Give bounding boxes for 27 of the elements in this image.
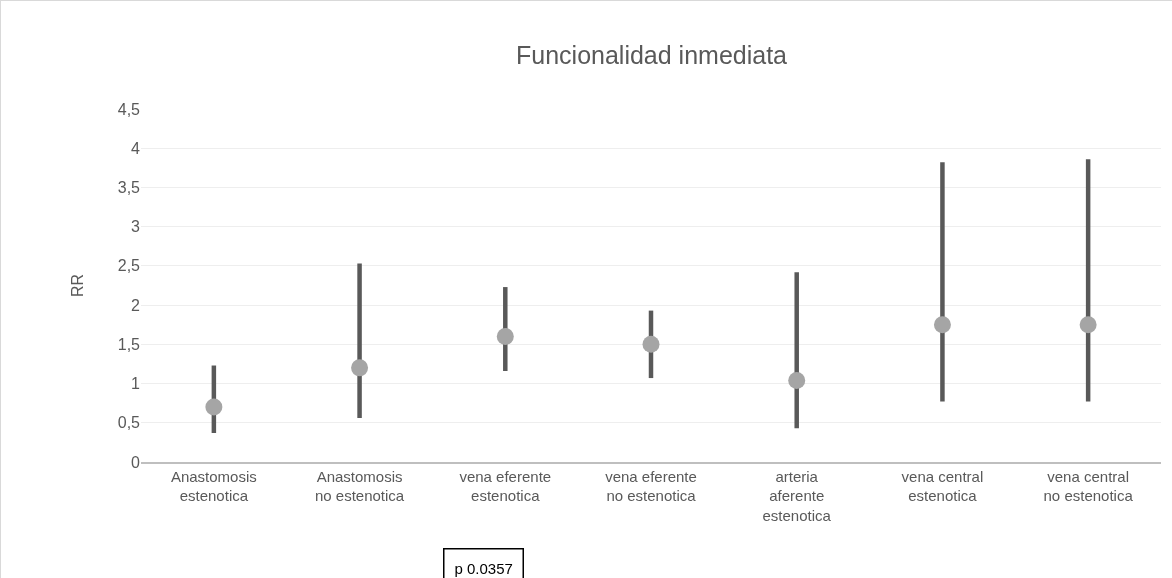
point	[642, 335, 660, 353]
chart-title: Funcionalidad inmediata	[516, 41, 788, 69]
point	[496, 327, 514, 345]
point	[351, 359, 369, 377]
y-tick-label: 4,5	[117, 100, 141, 118]
point	[205, 398, 223, 416]
text: p 0.0357	[454, 559, 513, 577]
y-tick-label: 2	[131, 296, 141, 314]
x-tick-label: vena eferente no estenotica	[605, 467, 697, 505]
point	[1079, 316, 1097, 334]
x-tick-label: arteria aferente estenotica	[762, 467, 832, 524]
x-tick-label: vena central no estenotica	[1043, 467, 1134, 505]
point	[788, 371, 806, 389]
y-tick-label: 0	[131, 453, 141, 471]
y-tick-label: 3,5	[117, 179, 141, 197]
y-tick-label: 2,5	[117, 257, 141, 275]
point	[933, 316, 951, 334]
y-tick-label: 1,5	[117, 335, 141, 353]
y-tick-label: 1	[131, 375, 141, 393]
x-tick-label: vena eferente estenotica	[459, 467, 552, 505]
x-tick-label: Anastomosis estenotica	[170, 467, 257, 505]
y-tick-label: 4	[131, 139, 141, 157]
y-tick-label: 0,5	[117, 414, 141, 432]
y-axis-title: RR	[68, 273, 86, 298]
x-tick-label: Anastomosis no estenotica	[314, 467, 405, 505]
y-tick-label: 3	[131, 218, 141, 236]
x-tick-label: vena central estenotica	[901, 467, 984, 505]
